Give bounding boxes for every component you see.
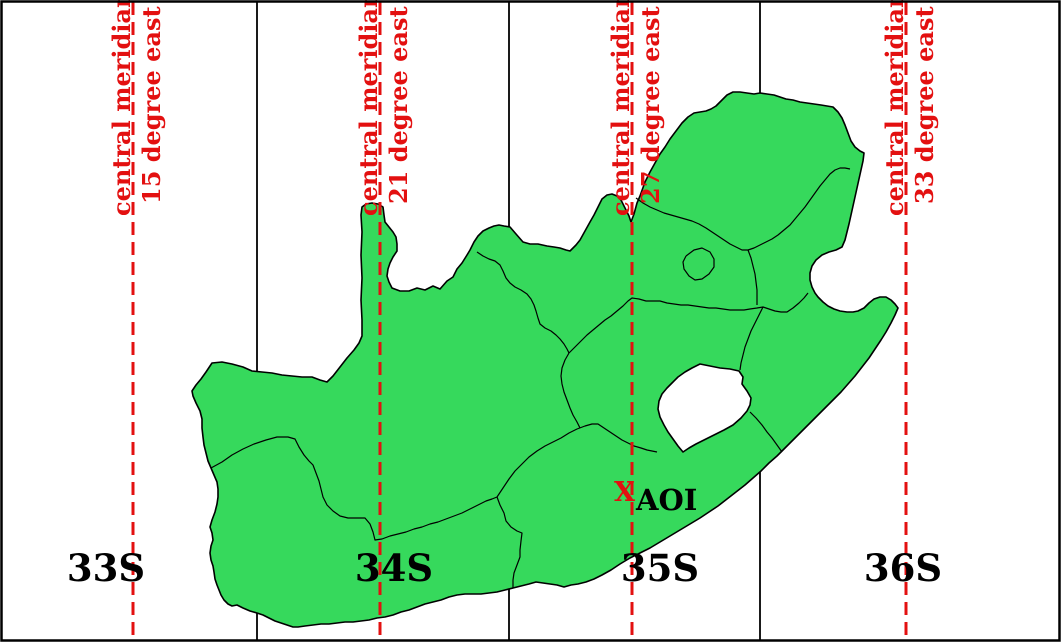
meridian-label-21e-line2: 21 degree east	[384, 6, 413, 204]
border-eastern-cape-kwazulu-natal	[749, 411, 783, 453]
border-gauteng	[682, 247, 715, 281]
border-free-state-kwazulu-natal	[739, 306, 764, 371]
border-western-cape-eastern-cape	[496, 496, 523, 588]
border-limpopo-south	[635, 167, 851, 251]
aoi-label: AOI	[635, 483, 697, 517]
central-meridian-27e: central meridian 27 degree east	[606, 0, 665, 640]
zone-label-34s: 34S	[355, 546, 433, 590]
border-northern-cape-north-west	[476, 251, 570, 354]
meridian-label-33e-line2: 33 degree east	[910, 6, 939, 204]
border-mpumalanga-west	[747, 249, 758, 305]
zone-label-33s: 33S	[67, 546, 145, 590]
aoi-x-marker: X	[614, 477, 635, 508]
province-borders	[210, 167, 851, 588]
meridian-label-33e-line1: central meridian	[880, 0, 909, 216]
meridian-label-15e-line1: central meridian	[107, 0, 136, 216]
meridian-label-21e-line1: central meridian	[354, 0, 383, 216]
south-africa-landmass	[191, 91, 899, 628]
border-orange-river	[496, 423, 658, 498]
zone-label-35s: 35S	[621, 546, 699, 590]
central-meridian-15e: central meridian 15 degree east	[107, 0, 166, 640]
central-meridian-21e: central meridian 21 degree east	[354, 0, 413, 640]
meridian-label-27e-line1: central meridian	[606, 0, 635, 216]
border-vaal-river	[568, 292, 809, 354]
utm-zone-labels: 33S 34S 35S 36S	[67, 546, 942, 590]
border-western-cape-northern-cape	[210, 436, 498, 541]
meridian-label-27e-line2: 27 degree east	[636, 6, 665, 204]
meridian-label-15e-line2: 15 degree east	[137, 6, 166, 204]
zone-label-36s: 36S	[864, 546, 942, 590]
aoi-marker: X AOI	[614, 477, 697, 517]
central-meridian-33e: central meridian 33 degree east	[880, 0, 939, 640]
border-free-state-west	[560, 352, 581, 429]
